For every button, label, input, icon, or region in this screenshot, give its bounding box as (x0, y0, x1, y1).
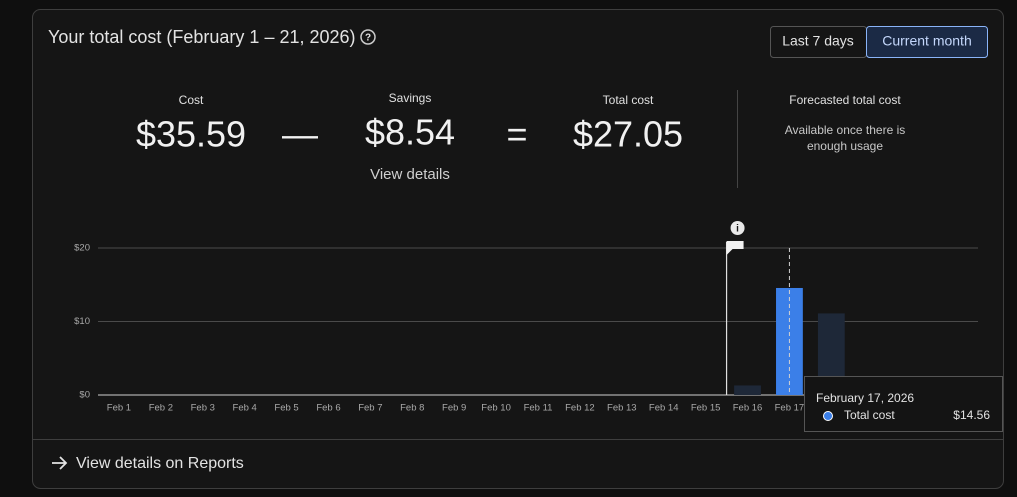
x-tick-label: Feb 4 (233, 403, 257, 414)
x-tick-label: Feb 1 (107, 403, 131, 414)
plot: $0 $10 $20 Feb 1 Feb 2 Feb 3 Feb 4 Feb 5 Feb 6 Fe… (74, 221, 1003, 432)
x-tick-label: Feb 10 (481, 403, 511, 414)
forecast-text: Available once there is (785, 123, 906, 137)
info-icon-text: i (736, 224, 739, 235)
x-tick-label: Feb 15 (691, 403, 721, 414)
y-tick-label: $10 (74, 316, 90, 327)
help-icon-text[interactable]: ? (365, 33, 371, 44)
range-button-label[interactable]: Last 7 days (782, 33, 854, 49)
x-tick-label: Feb 17 (775, 403, 805, 414)
arrow-icon[interactable] (52, 456, 68, 470)
reports-link[interactable]: View details on Reports (76, 455, 244, 472)
savings-label: Savings (389, 91, 432, 105)
tooltip-series-name: Total cost (844, 408, 895, 422)
x-tick-label: Feb 16 (733, 403, 763, 414)
x-tick-label: Feb 8 (400, 403, 424, 414)
savings-value: $8.54 (365, 112, 455, 153)
range-button-label[interactable]: Current month (882, 33, 971, 49)
total-value: $27.05 (573, 114, 683, 155)
minus-sign: — (282, 114, 318, 155)
event-marker-flag (726, 241, 744, 255)
forecast-label: Forecasted total cost (789, 93, 901, 107)
range-button-selected[interactable] (866, 26, 988, 58)
tooltip-swatch (823, 411, 833, 421)
x-tick-label: Feb 2 (149, 403, 173, 414)
total-label: Total cost (603, 93, 654, 107)
info-icon (730, 221, 745, 235)
x-tick-label: Feb 9 (442, 403, 466, 414)
y-tick-label: $20 (74, 243, 90, 254)
x-tick-label: Feb 6 (316, 403, 340, 414)
card (32, 9, 1004, 489)
forecast-text: enough usage (807, 139, 883, 153)
tooltip-title: February 17, 2026 (816, 391, 914, 405)
x-tick-label: Feb 5 (274, 403, 298, 414)
card-title: Your total cost (February 1 – 21, 2026) (48, 27, 356, 47)
cost-label: Cost (179, 93, 204, 107)
help-icon[interactable] (360, 29, 376, 45)
bar (734, 385, 761, 395)
x-tick-label: Feb 11 (524, 403, 553, 414)
equals-sign: = (506, 114, 527, 155)
tooltip (804, 376, 1003, 432)
view-details-link[interactable]: View details (370, 166, 450, 183)
x-tick-label: Feb 7 (358, 403, 382, 414)
tooltip-value: $14.56 (953, 408, 990, 422)
x-tick-label: Feb 3 (191, 403, 215, 414)
y-tick-label: $0 (79, 390, 90, 401)
x-tick-label: Feb 12 (565, 403, 595, 414)
x-tick-label: Feb 13 (607, 403, 637, 414)
x-tick-label: Feb 14 (649, 403, 679, 414)
cost-value: $35.59 (136, 114, 246, 155)
